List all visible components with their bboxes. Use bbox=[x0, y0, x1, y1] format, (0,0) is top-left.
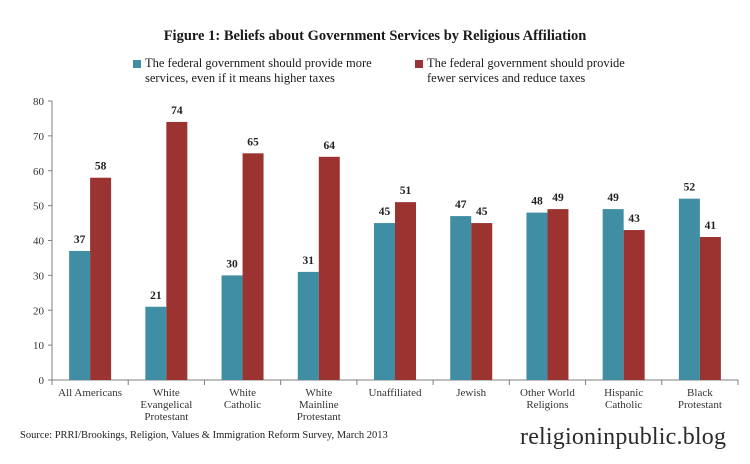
x-category-label: White Evangelical Protestant bbox=[140, 387, 192, 423]
data-label: 47 bbox=[455, 199, 467, 211]
data-label: 43 bbox=[628, 213, 640, 225]
y-tick-label: 60 bbox=[33, 166, 45, 178]
data-label: 30 bbox=[226, 258, 238, 270]
y-tick-label: 40 bbox=[33, 236, 45, 248]
legend-label-fewer-services: The federal government should provide fe… bbox=[427, 56, 625, 85]
x-category-label: Other World Religions bbox=[520, 387, 575, 411]
data-label: 37 bbox=[74, 234, 86, 246]
x-category-label-line: Evangelical bbox=[140, 399, 192, 411]
bar-fewer-services bbox=[318, 156, 340, 380]
data-label: 49 bbox=[552, 192, 564, 204]
data-label: 74 bbox=[171, 105, 183, 117]
bar-fewer-services bbox=[623, 230, 645, 380]
x-category-label-line: Hispanic bbox=[604, 387, 643, 399]
bar-fewer-services bbox=[699, 237, 721, 380]
x-category-label-line: White bbox=[229, 387, 256, 399]
bar-fewer-services bbox=[242, 153, 264, 380]
x-category-label-line: Mainline bbox=[299, 399, 339, 411]
bar-fewer-services bbox=[547, 209, 569, 380]
x-category-label: Jewish bbox=[456, 387, 486, 399]
brand-watermark: religioninpublic.blog bbox=[520, 424, 727, 450]
bar-more-services bbox=[450, 216, 472, 380]
source-note: Source: PRRI/Brookings, Religion, Values… bbox=[20, 430, 388, 441]
bar-fewer-services bbox=[395, 202, 416, 380]
bar-more-services bbox=[297, 271, 319, 380]
legend-item-more-services: The federal government should provide mo… bbox=[133, 56, 403, 86]
data-label: 51 bbox=[400, 185, 412, 197]
x-category-label-line: Catholic bbox=[605, 399, 642, 411]
x-category-label-line: All Americans bbox=[58, 387, 122, 399]
data-label: 41 bbox=[705, 220, 717, 232]
y-tick-label: 10 bbox=[33, 340, 45, 352]
bar-fewer-services bbox=[471, 223, 493, 380]
legend-item-fewer-services: The federal government should provide fe… bbox=[415, 56, 665, 86]
y-tick-label: 30 bbox=[33, 270, 45, 282]
x-category-label-line: Religions bbox=[526, 399, 568, 411]
legend-swatch-more-services bbox=[133, 60, 141, 68]
data-label: 52 bbox=[684, 182, 696, 194]
data-label: 45 bbox=[476, 206, 488, 218]
bar-fewer-services bbox=[166, 121, 188, 381]
data-label: 45 bbox=[379, 206, 391, 218]
x-category-label: White Catholic bbox=[224, 387, 261, 411]
data-label: 49 bbox=[607, 192, 619, 204]
chart-title: Figure 1: Beliefs about Government Servi… bbox=[163, 28, 587, 44]
y-tick-label: 50 bbox=[33, 201, 45, 213]
y-tick-label: 70 bbox=[33, 131, 45, 143]
data-label: 31 bbox=[303, 255, 315, 267]
x-category-label-line: Other World bbox=[520, 387, 575, 399]
legend-swatch-fewer-services bbox=[415, 60, 423, 68]
x-category-label-line: Protestant bbox=[678, 399, 722, 411]
bar-more-services bbox=[374, 223, 395, 380]
legend-label-more-services: The federal government should provide mo… bbox=[145, 56, 372, 85]
bar-more-services bbox=[145, 306, 167, 380]
x-category-label: Unaffiliated bbox=[369, 387, 422, 399]
data-label: 58 bbox=[95, 161, 107, 173]
x-category-label: White Mainline Protestant bbox=[297, 387, 341, 423]
y-tick-label: 20 bbox=[33, 305, 45, 317]
data-label: 64 bbox=[324, 140, 336, 152]
data-label: 65 bbox=[247, 136, 259, 148]
y-tick-label: 80 bbox=[33, 96, 45, 108]
x-category-label-line: Protestant bbox=[297, 411, 341, 423]
x-category-label-line: White bbox=[305, 387, 332, 399]
data-label: 48 bbox=[531, 196, 543, 208]
bar-more-services bbox=[69, 250, 91, 380]
bar-more-services bbox=[602, 209, 624, 380]
bar-more-services bbox=[221, 275, 243, 380]
bar-more-services bbox=[678, 198, 700, 380]
x-category-label: All Americans bbox=[58, 387, 122, 399]
x-category-label-line: Unaffiliated bbox=[369, 387, 422, 399]
x-category-label-line: Catholic bbox=[224, 399, 261, 411]
x-category-label-line: Protestant bbox=[144, 411, 188, 423]
x-category-label: Hispanic Catholic bbox=[604, 387, 643, 411]
x-category-label: Black Protestant bbox=[678, 387, 722, 411]
y-tick-label: 0 bbox=[39, 375, 45, 387]
x-category-label-line: Black bbox=[687, 387, 713, 399]
bar-more-services bbox=[526, 212, 548, 380]
x-category-label-line: White bbox=[153, 387, 180, 399]
data-label: 21 bbox=[150, 290, 162, 302]
bar-fewer-services bbox=[90, 177, 112, 380]
x-category-label-line: Jewish bbox=[456, 387, 486, 399]
